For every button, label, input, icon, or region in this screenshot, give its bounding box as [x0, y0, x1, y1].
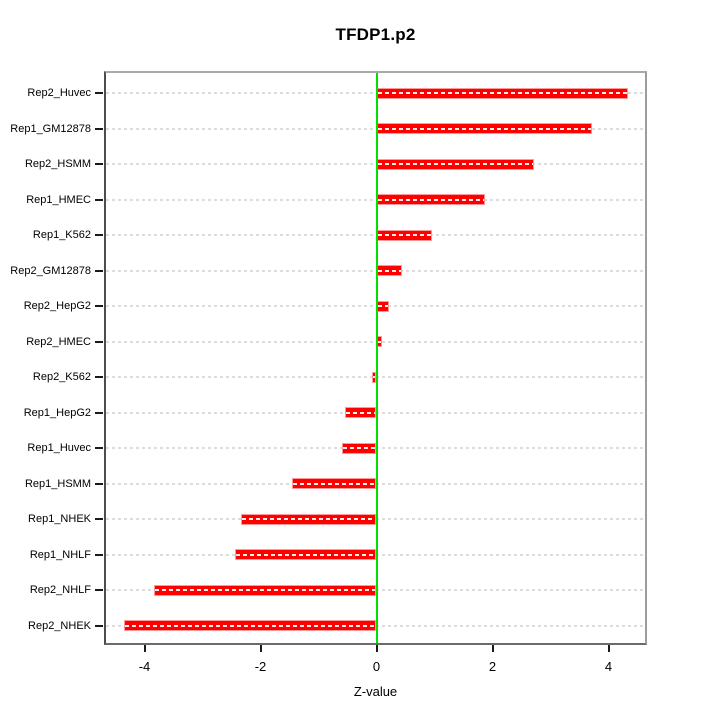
x-tick-label: 2 [488, 659, 497, 674]
y-axis-tick [95, 340, 103, 343]
y-tick-label: Rep2_HMEC [26, 335, 91, 348]
x-tick-label: 0 [372, 659, 381, 674]
bar-Rep2_HSMM [376, 158, 535, 170]
y-tick-label: Rep2_Huvec [27, 87, 91, 100]
bar-Rep1_HMEC [376, 194, 485, 206]
x-axis-tick [491, 645, 494, 652]
bar-Rep2_NHEK [124, 620, 377, 632]
bar-Rep2_GM12878 [376, 265, 403, 277]
y-tick-label: Rep2_NHEK [28, 619, 91, 632]
y-axis-tick [95, 198, 103, 201]
y-tick-label: Rep1_HSMM [24, 477, 91, 490]
y-tick-label: Rep2_NHLF [29, 584, 91, 597]
y-tick-label: Rep1_HMEC [26, 193, 91, 206]
bar-Rep1_GM12878 [376, 123, 593, 135]
bar-center-dashes [377, 305, 388, 308]
bar-Rep1_NHLF [234, 549, 377, 561]
bar-center-dashes [293, 482, 376, 485]
bar-center-dashes [377, 234, 431, 237]
y-axis-tick [95, 163, 103, 166]
y-axis-tick [95, 234, 103, 237]
y-axis-tick [95, 447, 103, 450]
y-axis-tick [95, 411, 103, 414]
y-tick-label: Rep1_Huvec [27, 442, 91, 455]
y-tick-label: Rep2_HepG2 [23, 300, 91, 313]
x-axis-title: Z-value [353, 684, 398, 699]
chart-title: TFDP1.p2 [335, 25, 416, 44]
y-axis-tick [95, 553, 103, 556]
bar-center-dashes [372, 376, 376, 379]
y-axis-tick [95, 624, 103, 627]
x-tick-label: 4 [604, 659, 613, 674]
bar-center-dashes [155, 589, 376, 592]
bar-center-dashes [241, 518, 376, 521]
y-tick-label: Rep1_HepG2 [23, 406, 91, 419]
y-tick-label: Rep1_NHLF [29, 548, 91, 561]
bar-center-dashes [345, 411, 376, 414]
bar-Rep1_K562 [376, 229, 432, 241]
plot-area [104, 71, 647, 645]
y-tick-label: Rep2_K562 [32, 371, 91, 384]
bar-center-dashes [125, 624, 376, 627]
y-axis-tick [95, 305, 103, 308]
x-axis-tick [259, 645, 262, 652]
bar-center-dashes [377, 92, 627, 95]
bar-center-dashes [377, 127, 592, 130]
bar-Rep2_Huvec [376, 87, 628, 99]
y-tick-label: Rep1_K562 [32, 229, 91, 242]
y-axis-tick [95, 482, 103, 485]
bar-center-dashes [377, 340, 381, 343]
bar-center-dashes [377, 269, 402, 272]
y-axis-tick [95, 518, 103, 521]
bar-Rep1_Huvec [342, 442, 377, 454]
y-axis-tick [95, 127, 103, 130]
y-axis-tick [95, 589, 103, 592]
bar-Rep1_HSMM [292, 478, 377, 490]
bar-Rep2_NHLF [154, 584, 377, 596]
y-tick-label: Rep1_GM12878 [10, 122, 91, 135]
y-tick-label: Rep2_HSMM [24, 158, 91, 171]
bar-center-dashes [343, 447, 376, 450]
bar-center-dashes [377, 163, 534, 166]
x-axis-tick [375, 645, 378, 652]
bar-Rep2_HepG2 [376, 300, 389, 312]
x-tick-label: -4 [138, 659, 151, 674]
y-axis-tick [95, 92, 103, 95]
bar-Rep1_HepG2 [344, 407, 377, 419]
y-tick-label: Rep2_GM12878 [10, 264, 91, 277]
x-tick-label: -2 [254, 659, 267, 674]
bar-Rep1_NHEK [240, 513, 377, 525]
zero-reference-line [375, 73, 378, 643]
y-tick-label: Rep1_NHEK [28, 513, 91, 526]
x-axis-tick [607, 645, 610, 652]
bar-center-dashes [377, 198, 484, 201]
y-axis-tick [95, 269, 103, 272]
x-axis-tick [143, 645, 146, 652]
y-axis-tick [95, 376, 103, 379]
bar-center-dashes [235, 553, 376, 556]
